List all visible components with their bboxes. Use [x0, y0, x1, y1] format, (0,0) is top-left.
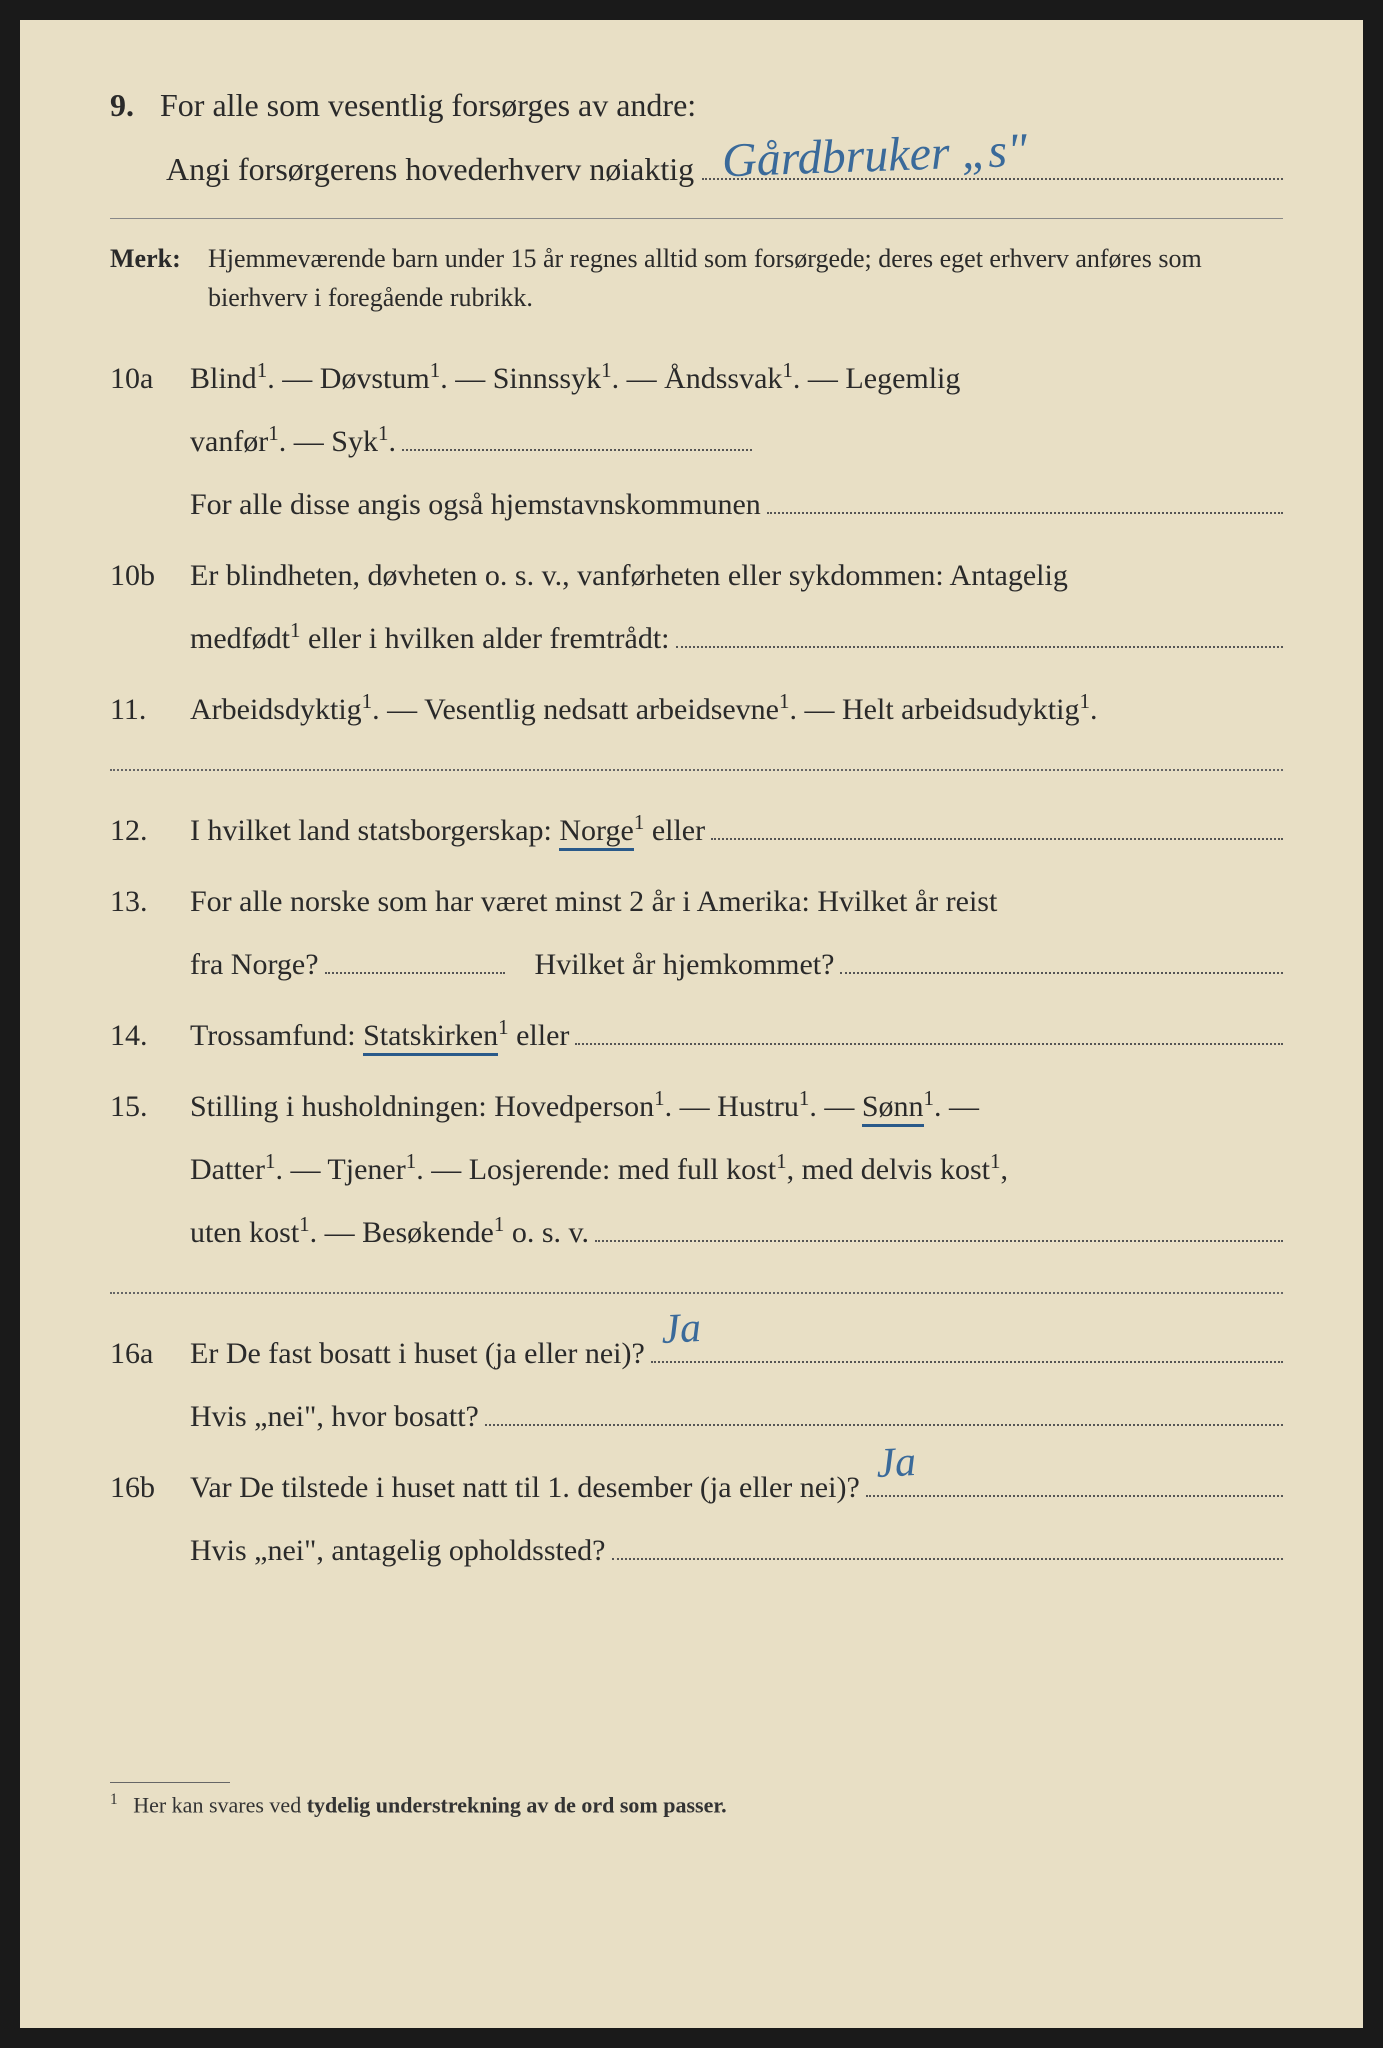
question-10a: 10a Blind1. — Døvstum1. — Sinnssyk1. — Å…: [110, 347, 1283, 536]
q15-number: 15.: [110, 1075, 190, 1264]
q16b-fill1: Ja: [866, 1467, 1283, 1497]
q9-text2: Angi forsørgerens hovederhverv nøiaktig: [166, 151, 694, 188]
question-16a: 16a Er De fast bosatt i huset (ja eller …: [110, 1322, 1283, 1448]
question-12: 12. I hvilket land statsborgerskap: Norg…: [110, 799, 1283, 862]
q16b-text1: Var De tilstede i huset natt til 1. dese…: [190, 1456, 860, 1519]
merk-text: Hjemmeværende barn under 15 år regnes al…: [208, 239, 1283, 317]
document-page: 9. For alle som vesentlig forsørges av a…: [20, 20, 1363, 2028]
q16a-answer: Ja: [659, 1284, 703, 1374]
q10a-number: 10a: [110, 347, 190, 536]
q15-body: Stilling i husholdningen: Hovedperson1. …: [190, 1075, 1283, 1264]
q12-fill: [711, 810, 1283, 840]
q9-number: 9.: [110, 87, 134, 123]
q10b-body: Er blindheten, døvheten o. s. v., vanfør…: [190, 544, 1283, 670]
q9-text1: For alle som vesentlig forsørges av andr…: [160, 87, 696, 123]
divider-dotted: [110, 769, 1283, 771]
footnote: 1 Her kan svares ved tydelig understrekn…: [110, 1791, 1283, 1818]
q10a-p0: Blind1. — Døvstum1. — Sinnssyk1. — Åndss…: [190, 347, 960, 410]
q10a-line2: vanfør1. — Syk1.: [190, 410, 396, 473]
question-13: 13. For alle norske som har været minst …: [110, 870, 1283, 996]
q16a-body: Er De fast bosatt i huset (ja eller nei)…: [190, 1322, 1283, 1448]
question-11: 11. Arbeidsdyktig1. — Vesentlig nedsatt …: [110, 678, 1283, 741]
q13-number: 13.: [110, 870, 190, 996]
question-9-line1: 9. For alle som vesentlig forsørges av a…: [110, 80, 1283, 131]
divider: [110, 218, 1283, 219]
q10a-line3: For alle disse angis også hjemstavnskomm…: [190, 473, 761, 536]
question-9-line2: Angi forsørgerens hovederhverv nøiaktig …: [166, 141, 1283, 187]
q10b-number: 10b: [110, 544, 190, 670]
q10a-fill2: [767, 484, 1283, 514]
question-14: 14. Trossamfund: Statskirken1 eller: [110, 1004, 1283, 1067]
q12-body: I hvilket land statsborgerskap: Norge1 e…: [190, 799, 1283, 862]
footnote-rule: [110, 1782, 230, 1783]
q14-fill: [575, 1015, 1283, 1045]
q16b-body: Var De tilstede i huset natt til 1. dese…: [190, 1456, 1283, 1582]
q16b-answer: Ja: [874, 1418, 918, 1508]
q14-body: Trossamfund: Statskirken1 eller: [190, 1004, 1283, 1067]
q12-norge: Norge: [559, 814, 633, 851]
q16a-fill1: Ja: [651, 1333, 1283, 1363]
q16b-text2: Hvis „nei", antagelig opholdssted?: [190, 1519, 606, 1582]
q16a-text1: Er De fast bosatt i huset (ja eller nei)…: [190, 1322, 645, 1385]
q15-fill: [595, 1212, 1283, 1242]
q10b-line1: Er blindheten, døvheten o. s. v., vanfør…: [190, 544, 1283, 607]
q11-number: 11.: [110, 678, 190, 741]
q10b-line2: medfødt1 eller i hvilken alder fremtrådt…: [190, 607, 670, 670]
question-10b: 10b Er blindheten, døvheten o. s. v., va…: [110, 544, 1283, 670]
q14-statskirken: Statskirken: [363, 1019, 498, 1056]
q10a-fill1: [402, 421, 752, 451]
q13-text2: fra Norge?: [190, 933, 319, 996]
q15-sonn: Sønn: [862, 1090, 924, 1127]
q13-fill1: [325, 944, 505, 974]
q16a-text2: Hvis „nei", hvor bosatt?: [190, 1385, 479, 1448]
q9-handwritten-answer: Gårdbruker „s": [721, 122, 1028, 188]
q14-number: 14.: [110, 1004, 190, 1067]
q16a-number: 16a: [110, 1322, 190, 1448]
q16b-fill2: [612, 1530, 1284, 1560]
q10a-body: Blind1. — Døvstum1. — Sinnssyk1. — Åndss…: [190, 347, 1283, 536]
q16b-number: 16b: [110, 1456, 190, 1582]
q13-body: For alle norske som har været minst 2 år…: [190, 870, 1283, 996]
q10b-fill: [676, 618, 1284, 648]
question-15: 15. Stilling i husholdningen: Hovedperso…: [110, 1075, 1283, 1264]
q11-body: Arbeidsdyktig1. — Vesentlig nedsatt arbe…: [190, 678, 1283, 741]
footnote-text: Her kan svares ved tydelig understreknin…: [133, 1792, 726, 1817]
question-16b: 16b Var De tilstede i huset natt til 1. …: [110, 1456, 1283, 1582]
footnote-num: 1: [110, 1791, 118, 1808]
q13-text3: Hvilket år hjemkommet?: [535, 933, 835, 996]
q13-line1: For alle norske som har været minst 2 år…: [190, 870, 1283, 933]
q9-fill: Gårdbruker „s": [702, 141, 1283, 179]
merk-note: Merk: Hjemmeværende barn under 15 år reg…: [110, 239, 1283, 317]
merk-label: Merk:: [110, 239, 190, 317]
q12-number: 12.: [110, 799, 190, 862]
q13-fill2: [840, 944, 1283, 974]
